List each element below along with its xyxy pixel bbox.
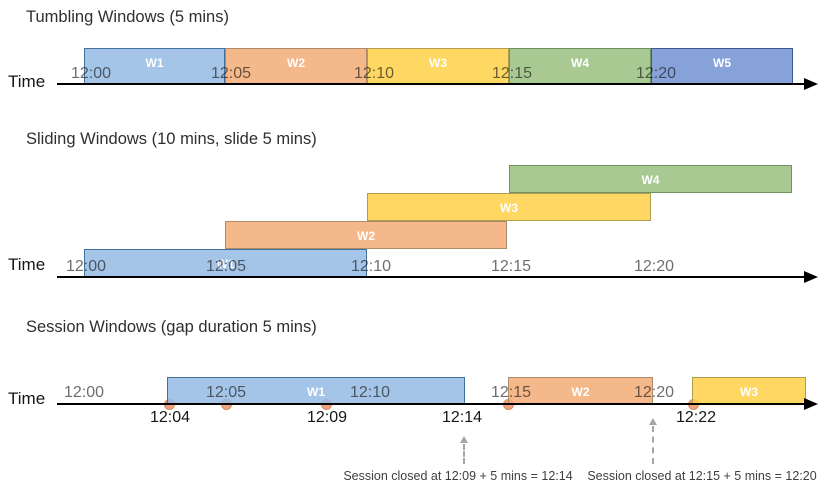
- timeline: [57, 403, 804, 405]
- window-label: W1: [307, 385, 325, 399]
- event-time-label: 12:22: [675, 409, 717, 426]
- arrow-head: [649, 418, 657, 425]
- window-box-w3: W3: [692, 377, 806, 404]
- section-title-sliding: Sliding Windows (10 mins, slide 5 mins): [26, 130, 317, 148]
- time-axis-label-session: Time: [8, 389, 46, 408]
- session-close-arrow-icon: [648, 418, 658, 464]
- tick-label: 12:00: [63, 384, 105, 401]
- window-label: W5: [713, 56, 731, 70]
- window-box-w1: W1: [84, 249, 367, 277]
- tick-label: 12:00: [65, 258, 107, 275]
- tick-label: 12:00: [70, 65, 112, 82]
- tick-label: 12:20: [633, 384, 675, 401]
- window-label: W3: [740, 385, 758, 399]
- window-box-w5: W5: [651, 48, 793, 84]
- tick-label: 12:05: [205, 384, 247, 401]
- window-label: W3: [500, 201, 518, 215]
- window-label: W1: [145, 56, 164, 70]
- time-axis-label-sliding: Time: [8, 255, 46, 274]
- window-box-w3: W3: [367, 48, 509, 84]
- timeline-arrow-icon: [804, 398, 818, 410]
- timeline-arrow-icon: [804, 78, 818, 90]
- annotation-text: Session closed at 12:09 + 5 mins = 12:14: [343, 469, 573, 483]
- time-axis-label-tumbling: Time: [8, 72, 46, 91]
- window-label: W2: [357, 229, 375, 243]
- window-label: W3: [429, 56, 447, 70]
- tick-label: 12:20: [633, 258, 675, 275]
- window-label: W1: [216, 257, 235, 271]
- tick-label: 12:05: [205, 258, 247, 275]
- tick-label: 12:20: [635, 65, 677, 82]
- window-box-w4: W4: [509, 165, 792, 193]
- tick-label: 12:10: [350, 258, 392, 275]
- window-label: W4: [641, 173, 660, 187]
- timeline: [57, 276, 804, 278]
- session-close-arrow-icon: [459, 436, 469, 464]
- window-box-w1: W1: [167, 377, 465, 404]
- event-time-label: 12:09: [306, 409, 348, 426]
- arrow-head: [460, 436, 468, 443]
- arrow-dashed-line: [652, 426, 654, 464]
- event-time-label: 12:14: [441, 409, 483, 426]
- window-label: W2: [571, 385, 590, 399]
- arrow-dashed-line: [463, 444, 465, 464]
- tick-label: 12:15: [491, 65, 533, 82]
- timeline: [57, 83, 804, 85]
- window-label: W2: [287, 56, 305, 70]
- section-title-tumbling: Tumbling Windows (5 mins): [26, 8, 229, 26]
- window-box-w2: W2: [225, 221, 507, 249]
- window-box-w3: W3: [367, 193, 651, 221]
- annotation-text: Session closed at 12:15 + 5 mins = 12:20: [587, 469, 817, 483]
- event-time-label: 12:04: [149, 409, 191, 426]
- tick-label: 12:10: [353, 65, 395, 82]
- window-box-w2: W2: [508, 377, 653, 404]
- tick-label: 12:15: [490, 258, 532, 275]
- section-title-session: Session Windows (gap duration 5 mins): [26, 318, 317, 336]
- window-box-w1: W1: [84, 48, 225, 84]
- window-label: W4: [571, 56, 589, 70]
- timeline-arrow-icon: [804, 271, 818, 283]
- tick-label: 12:10: [349, 384, 391, 401]
- tick-label: 12:15: [490, 384, 532, 401]
- tick-label: 12:05: [210, 65, 252, 82]
